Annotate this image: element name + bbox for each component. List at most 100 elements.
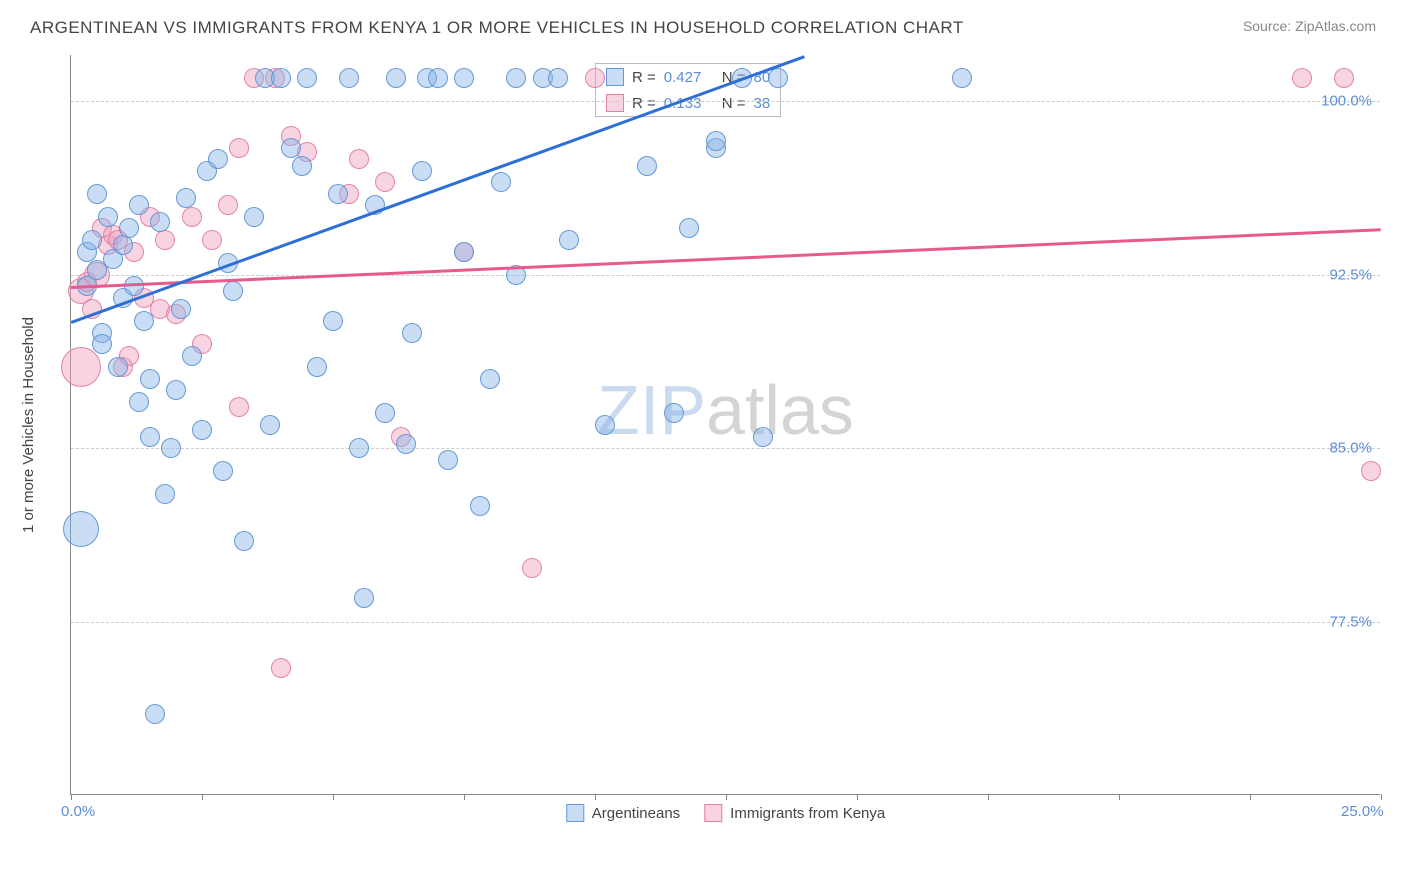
data-point: [182, 346, 202, 366]
data-point: [396, 434, 416, 454]
x-tick: [726, 794, 727, 800]
data-point: [506, 68, 526, 88]
y-axis-label: 1 or more Vehicles in Household: [20, 317, 37, 533]
data-point: [166, 380, 186, 400]
data-point: [548, 68, 568, 88]
data-point: [182, 207, 202, 227]
data-point: [386, 68, 406, 88]
data-point: [213, 461, 233, 481]
gridline: [71, 101, 1380, 102]
data-point: [438, 450, 458, 470]
y-tick-label: 85.0%: [1329, 440, 1372, 457]
data-point: [271, 658, 291, 678]
y-tick-label: 100.0%: [1321, 93, 1372, 110]
data-point: [354, 588, 374, 608]
data-point: [63, 511, 99, 547]
correlation-legend: R = 0.427 N = 80 R = 0.133 N = 38: [595, 63, 781, 117]
data-point: [234, 531, 254, 551]
x-tick: [857, 794, 858, 800]
data-point: [161, 438, 181, 458]
series-b-name: Immigrants from Kenya: [730, 805, 885, 822]
gridline: [71, 275, 1380, 276]
data-point: [480, 369, 500, 389]
data-point: [428, 68, 448, 88]
data-point: [339, 68, 359, 88]
data-point: [1334, 68, 1354, 88]
data-point: [412, 161, 432, 181]
data-point: [140, 369, 160, 389]
series-a-name: Argentineans: [592, 805, 680, 822]
data-point: [119, 218, 139, 238]
data-point: [171, 299, 191, 319]
data-point: [140, 427, 160, 447]
data-point: [637, 156, 657, 176]
data-point: [522, 558, 542, 578]
y-tick-label: 77.5%: [1329, 613, 1372, 630]
data-point: [155, 484, 175, 504]
x-tick: [595, 794, 596, 800]
data-point: [585, 68, 605, 88]
data-point: [92, 334, 112, 354]
data-point: [664, 403, 684, 423]
n-label: N =: [722, 95, 746, 112]
n-value-b: 38: [754, 95, 771, 112]
x-tick-label: 25.0%: [1341, 803, 1384, 820]
data-point: [559, 230, 579, 250]
data-point: [260, 415, 280, 435]
data-point: [454, 242, 474, 262]
chart-area: 1 or more Vehicles in Household ZIPatlas…: [50, 55, 1380, 827]
data-point: [155, 230, 175, 250]
data-point: [134, 311, 154, 331]
data-point: [349, 438, 369, 458]
data-point: [176, 188, 196, 208]
data-point: [98, 207, 118, 227]
x-tick: [71, 794, 72, 800]
data-point: [87, 184, 107, 204]
data-point: [150, 212, 170, 232]
data-point: [1292, 68, 1312, 88]
data-point: [595, 415, 615, 435]
data-point: [470, 496, 490, 516]
r-label: R =: [632, 69, 656, 86]
data-point: [244, 207, 264, 227]
data-point: [61, 347, 101, 387]
data-point: [679, 218, 699, 238]
legend-swatch-a: [566, 804, 584, 822]
data-point: [297, 68, 317, 88]
x-tick: [464, 794, 465, 800]
data-point: [328, 184, 348, 204]
data-point: [229, 138, 249, 158]
legend-swatch-b: [704, 804, 722, 822]
data-point: [229, 397, 249, 417]
data-point: [208, 149, 228, 169]
data-point: [124, 276, 144, 296]
data-point: [145, 704, 165, 724]
data-point: [375, 172, 395, 192]
r-value-a: 0.427: [664, 69, 714, 86]
data-point: [202, 230, 222, 250]
y-tick-label: 92.5%: [1329, 266, 1372, 283]
data-point: [129, 195, 149, 215]
data-point: [323, 311, 343, 331]
data-point: [1361, 461, 1381, 481]
gridline: [71, 448, 1380, 449]
data-point: [349, 149, 369, 169]
data-point: [491, 172, 511, 192]
data-point: [82, 230, 102, 250]
trend-line-b: [71, 228, 1381, 288]
data-point: [307, 357, 327, 377]
data-point: [952, 68, 972, 88]
legend-swatch-b: [606, 94, 624, 112]
data-point: [375, 403, 395, 423]
x-tick: [333, 794, 334, 800]
source-label: Source: ZipAtlas.com: [1243, 18, 1376, 38]
legend-swatch-a: [606, 68, 624, 86]
chart-title: ARGENTINEAN VS IMMIGRANTS FROM KENYA 1 O…: [30, 18, 964, 38]
data-point: [292, 156, 312, 176]
data-point: [281, 138, 301, 158]
data-point: [129, 392, 149, 412]
x-tick: [1119, 794, 1120, 800]
x-tick: [1250, 794, 1251, 800]
x-tick: [202, 794, 203, 800]
data-point: [192, 420, 212, 440]
